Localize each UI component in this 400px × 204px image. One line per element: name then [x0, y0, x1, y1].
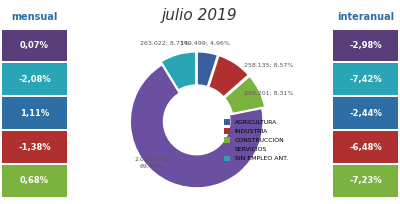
- FancyBboxPatch shape: [2, 30, 67, 61]
- Wedge shape: [197, 52, 218, 87]
- Text: 258.135; 8,57%: 258.135; 8,57%: [244, 63, 294, 68]
- Wedge shape: [209, 55, 248, 97]
- FancyBboxPatch shape: [333, 63, 398, 95]
- FancyBboxPatch shape: [2, 63, 67, 95]
- Wedge shape: [130, 65, 263, 188]
- Text: -2,44%: -2,44%: [349, 109, 382, 118]
- Text: 263.022; 8,73%: 263.022; 8,73%: [140, 41, 190, 46]
- Text: interanual: interanual: [337, 12, 394, 22]
- Wedge shape: [161, 52, 196, 90]
- Text: -2,98%: -2,98%: [349, 41, 382, 50]
- FancyBboxPatch shape: [333, 131, 398, 163]
- Text: julio 2019: julio 2019: [162, 8, 238, 23]
- Text: -6,48%: -6,48%: [349, 143, 382, 152]
- Text: -1,38%: -1,38%: [18, 143, 51, 152]
- Text: 149.499; 4,96%: 149.499; 4,96%: [180, 41, 230, 46]
- Text: -2,08%: -2,08%: [18, 75, 51, 84]
- Text: 1,11%: 1,11%: [20, 109, 49, 118]
- Text: 0,07%: 0,07%: [20, 41, 49, 50]
- Wedge shape: [225, 76, 265, 113]
- FancyBboxPatch shape: [333, 97, 398, 129]
- Text: -7,23%: -7,23%: [349, 176, 382, 185]
- FancyBboxPatch shape: [2, 97, 67, 129]
- FancyBboxPatch shape: [333, 165, 398, 197]
- Text: 2.090.576;
69,42%: 2.090.576; 69,42%: [135, 157, 168, 168]
- Text: -7,42%: -7,42%: [349, 75, 382, 84]
- Legend: AGRICULTURA, INDUSTRIA, CONSTRUCCIÓN, SERVICIOS, SIN EMPLEO ANT.: AGRICULTURA, INDUSTRIA, CONSTRUCCIÓN, SE…: [224, 120, 288, 161]
- Text: mensual: mensual: [11, 12, 58, 22]
- FancyBboxPatch shape: [333, 30, 398, 61]
- FancyBboxPatch shape: [2, 165, 67, 197]
- Text: 250.201; 8,31%: 250.201; 8,31%: [244, 91, 294, 96]
- Text: 0,68%: 0,68%: [20, 176, 49, 185]
- FancyBboxPatch shape: [2, 131, 67, 163]
